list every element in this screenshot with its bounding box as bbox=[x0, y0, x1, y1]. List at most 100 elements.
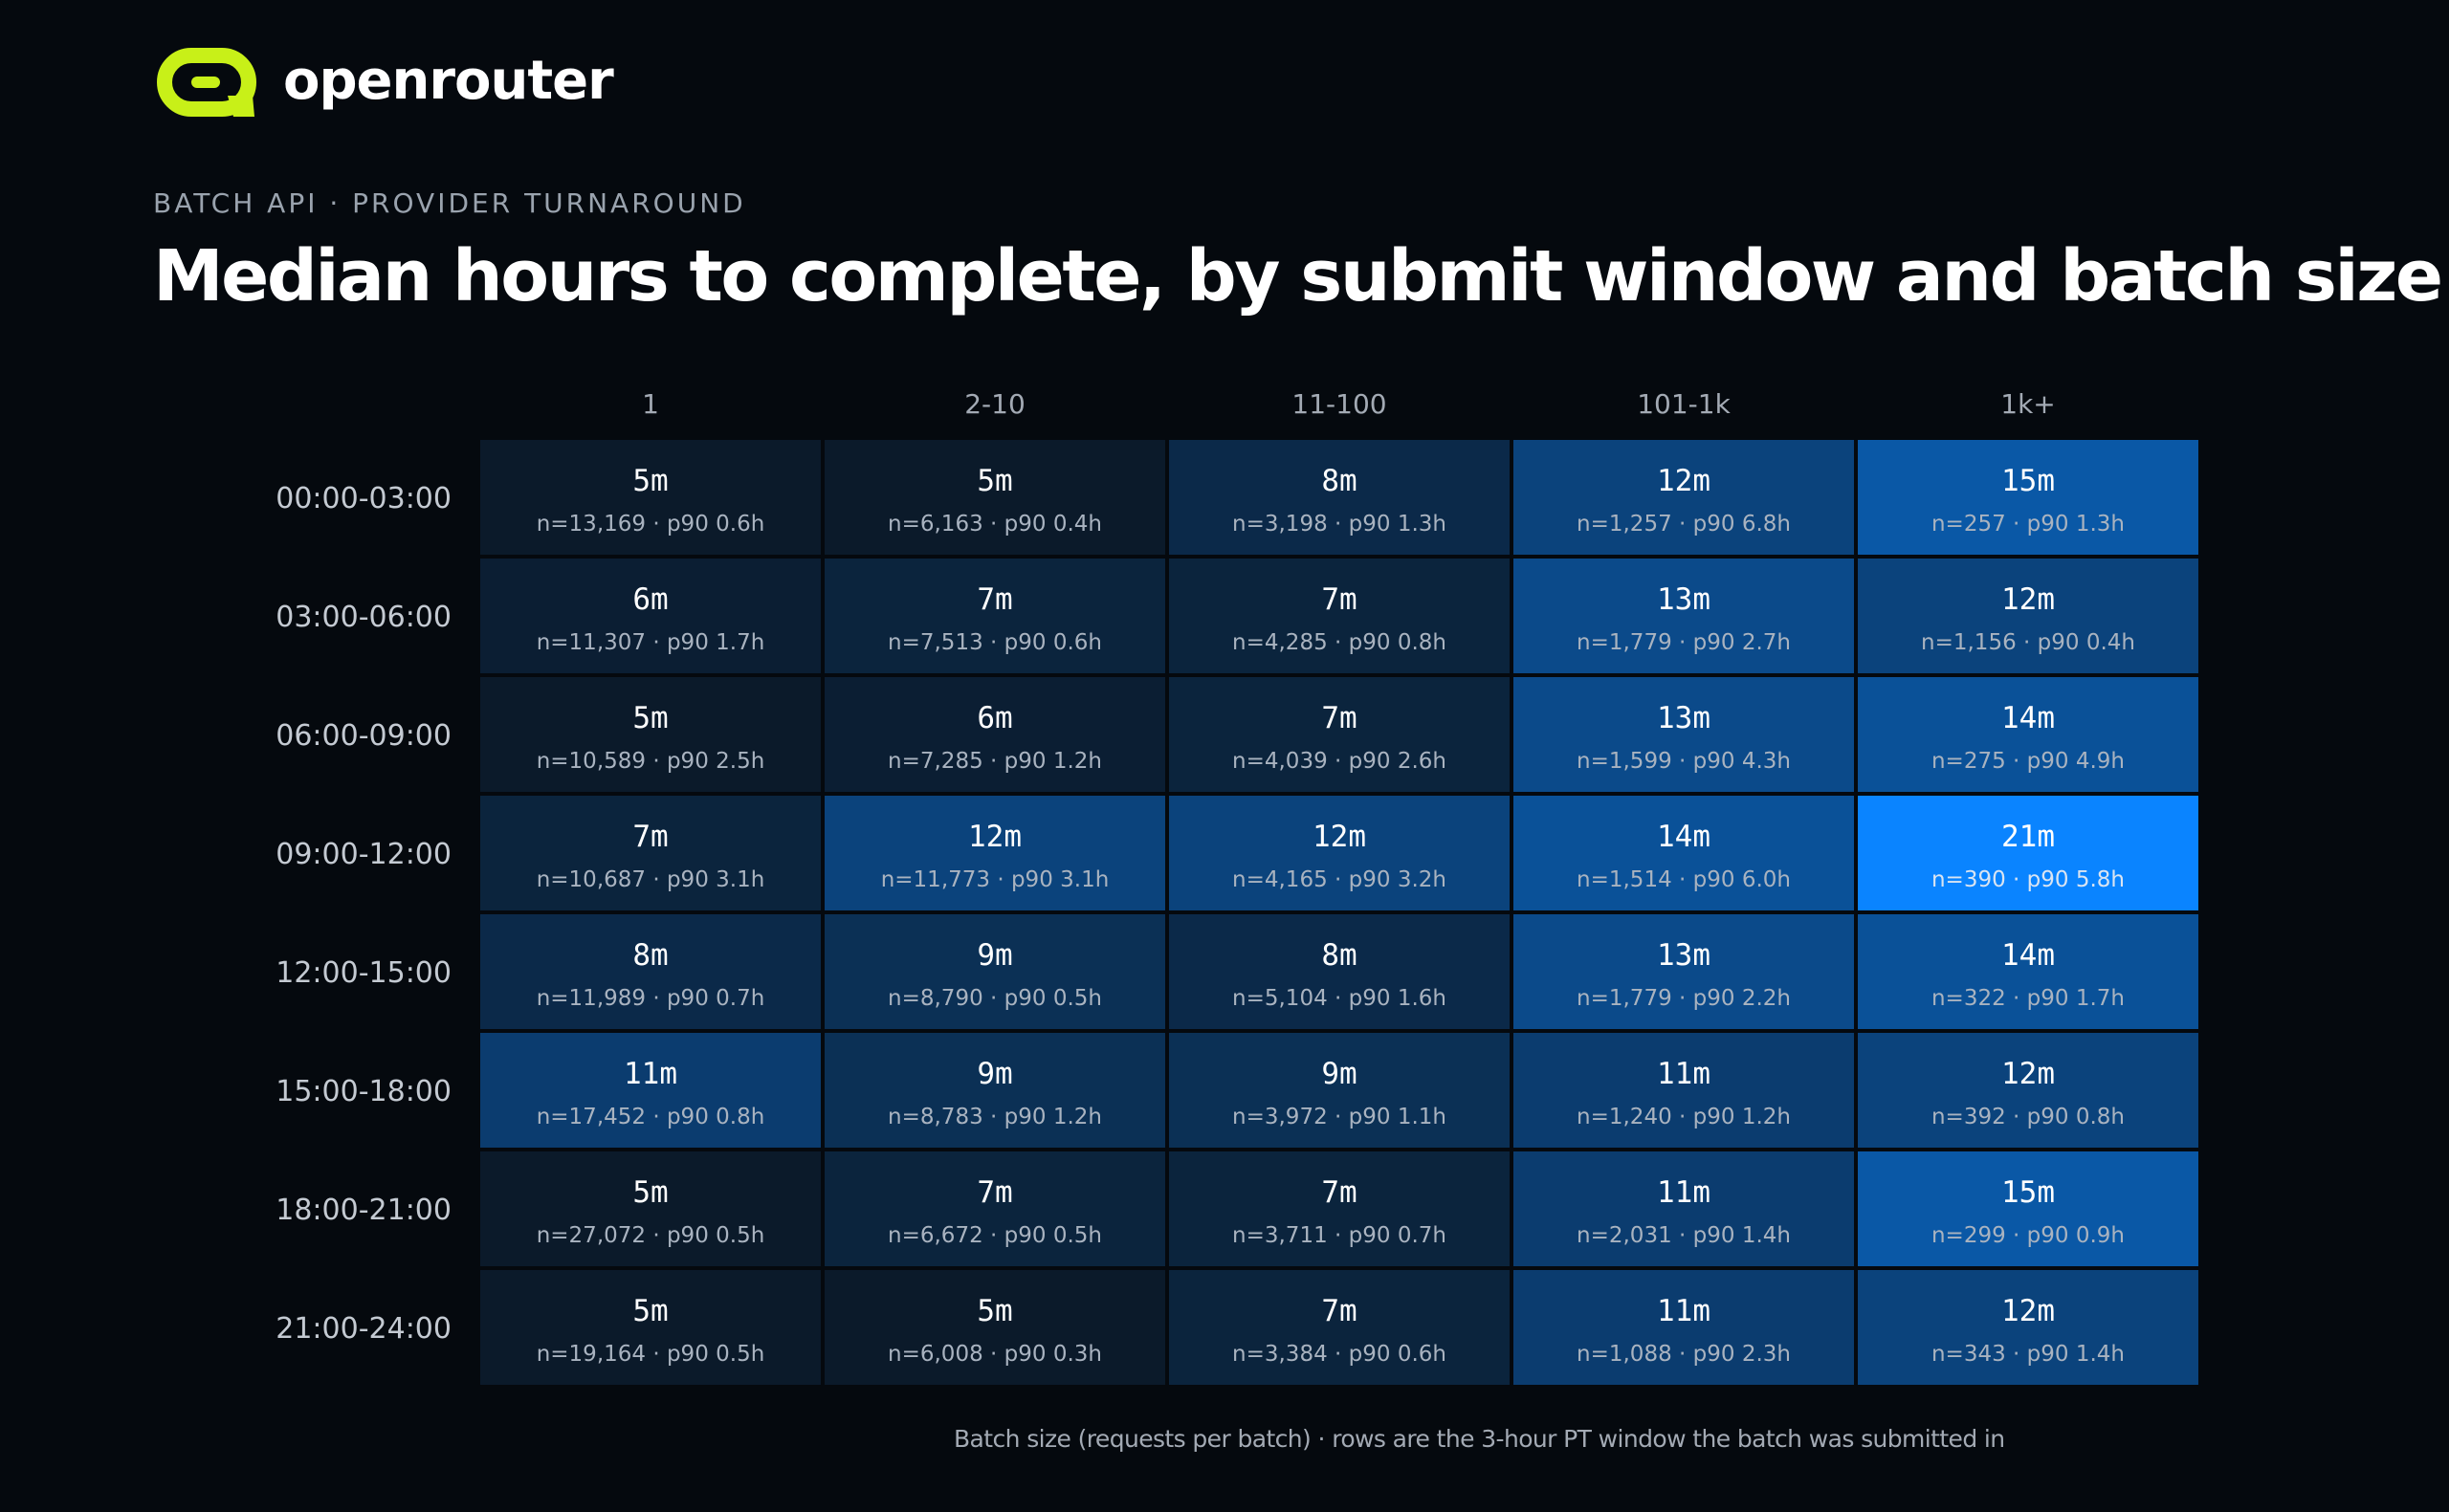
heatmap-cell bbox=[480, 1270, 821, 1385]
heatmap-cell bbox=[1169, 914, 1510, 1029]
cell-value: 5m bbox=[632, 1175, 668, 1210]
cell-stats: n=1,240 · p90 1.2h bbox=[1577, 1105, 1791, 1129]
cell-stats: n=11,307 · p90 1.7h bbox=[537, 630, 765, 655]
heatmap-cell bbox=[825, 1151, 1165, 1266]
column-label: 101-1k bbox=[1637, 388, 1731, 420]
row-label: 06:00-09:00 bbox=[276, 719, 452, 753]
heatmap-cell bbox=[1858, 440, 2198, 555]
heatmap-cell bbox=[1169, 440, 1510, 555]
heatmap-cell bbox=[1513, 914, 1854, 1029]
heatmap-cell bbox=[1858, 559, 2198, 673]
row-label: 15:00-18:00 bbox=[276, 1075, 452, 1108]
cell-value: 13m bbox=[1657, 701, 1710, 735]
cell-value: 12m bbox=[2001, 1294, 2055, 1328]
brand-logo: openrouter bbox=[157, 48, 614, 119]
heatmap-cell bbox=[1513, 677, 1854, 792]
cell-value: 13m bbox=[1657, 582, 1710, 617]
heatmap-cell bbox=[1169, 796, 1510, 910]
cell-stats: n=4,285 · p90 0.8h bbox=[1232, 630, 1446, 655]
cell-value: 15m bbox=[2001, 464, 2055, 498]
heatmap-cell bbox=[480, 559, 821, 673]
heatmap-cell bbox=[1858, 677, 2198, 792]
cell-stats: n=11,773 · p90 3.1h bbox=[881, 867, 1110, 892]
cell-value: 14m bbox=[1657, 820, 1710, 854]
cell-value: 12m bbox=[2001, 1057, 2055, 1091]
heatmap-cell bbox=[1513, 1033, 1854, 1148]
cell-value: 11m bbox=[624, 1057, 677, 1091]
cell-stats: n=11,989 · p90 0.7h bbox=[537, 986, 765, 1011]
cell-stats: n=392 · p90 0.8h bbox=[1931, 1105, 2125, 1129]
heatmap-cell bbox=[480, 440, 821, 555]
chart-title: Median hours to complete, by submit wind… bbox=[153, 235, 2443, 318]
cell-value: 7m bbox=[1321, 1175, 1357, 1210]
eyebrow-label: BATCH API · PROVIDER TURNAROUND bbox=[153, 187, 746, 219]
cell-stats: n=3,711 · p90 0.7h bbox=[1232, 1223, 1446, 1248]
heatmap-cell bbox=[1513, 1270, 1854, 1385]
heatmap-cell bbox=[480, 1033, 821, 1148]
cell-stats: n=3,972 · p90 1.1h bbox=[1232, 1105, 1446, 1129]
cell-value: 14m bbox=[2001, 938, 2055, 973]
heatmap-cell bbox=[1858, 1033, 2198, 1148]
cell-value: 7m bbox=[977, 1175, 1012, 1210]
column-label: 1k+ bbox=[2000, 388, 2056, 420]
cell-stats: n=2,031 · p90 1.4h bbox=[1577, 1223, 1791, 1248]
cell-value: 7m bbox=[632, 820, 668, 854]
heatmap-cell bbox=[825, 914, 1165, 1029]
cell-value: 11m bbox=[1657, 1057, 1710, 1091]
cell-value: 7m bbox=[1321, 582, 1357, 617]
cell-stats: n=19,164 · p90 0.5h bbox=[537, 1342, 765, 1367]
cell-value: 12m bbox=[2001, 582, 2055, 617]
cell-value: 12m bbox=[1657, 464, 1710, 498]
row-label: 03:00-06:00 bbox=[276, 601, 452, 634]
cell-stats: n=4,039 · p90 2.6h bbox=[1232, 749, 1446, 774]
heatmap-cell bbox=[480, 914, 821, 1029]
cell-stats: n=13,169 · p90 0.6h bbox=[537, 512, 765, 537]
cell-value: 21m bbox=[2001, 820, 2055, 854]
heatmap-cell bbox=[1169, 1270, 1510, 1385]
cell-stats: n=1,156 · p90 0.4h bbox=[1921, 630, 2135, 655]
cell-stats: n=1,599 · p90 4.3h bbox=[1577, 749, 1791, 774]
heatmap-cell bbox=[1513, 796, 1854, 910]
cell-stats: n=322 · p90 1.7h bbox=[1931, 986, 2125, 1011]
heatmap-cell bbox=[825, 559, 1165, 673]
cell-value: 6m bbox=[977, 701, 1012, 735]
cell-stats: n=275 · p90 4.9h bbox=[1931, 749, 2125, 774]
heatmap-cell bbox=[1513, 440, 1854, 555]
cell-value: 12m bbox=[1313, 820, 1366, 854]
heatmap-cell bbox=[480, 796, 821, 910]
heatmap-cell bbox=[1858, 1270, 2198, 1385]
heatmap-cell bbox=[825, 796, 1165, 910]
heatmap-cell bbox=[1169, 1151, 1510, 1266]
heatmap-cell bbox=[1169, 1033, 1510, 1148]
cell-value: 7m bbox=[977, 582, 1012, 617]
cell-stats: n=3,384 · p90 0.6h bbox=[1232, 1342, 1446, 1367]
cell-stats: n=257 · p90 1.3h bbox=[1931, 512, 2125, 537]
heatmap-cell bbox=[1858, 914, 2198, 1029]
cell-stats: n=6,163 · p90 0.4h bbox=[888, 512, 1102, 537]
cell-value: 5m bbox=[977, 464, 1012, 498]
cell-value: 9m bbox=[1321, 1057, 1357, 1091]
cell-stats: n=6,008 · p90 0.3h bbox=[888, 1342, 1102, 1367]
cell-value: 5m bbox=[632, 464, 668, 498]
cell-value: 9m bbox=[977, 1057, 1012, 1091]
cell-value: 12m bbox=[968, 820, 1022, 854]
cell-value: 11m bbox=[1657, 1294, 1710, 1328]
cell-value: 13m bbox=[1657, 938, 1710, 973]
cell-stats: n=17,452 · p90 0.8h bbox=[537, 1105, 765, 1129]
cell-stats: n=299 · p90 0.9h bbox=[1931, 1223, 2125, 1248]
cell-value: 5m bbox=[632, 701, 668, 735]
cell-value: 8m bbox=[1321, 464, 1357, 498]
column-label: 11-100 bbox=[1291, 388, 1386, 420]
heatmap-cell bbox=[825, 440, 1165, 555]
row-label: 21:00-24:00 bbox=[276, 1312, 452, 1346]
heatmap-cell bbox=[1513, 559, 1854, 673]
cell-stats: n=7,513 · p90 0.6h bbox=[888, 630, 1102, 655]
heatmap-cell bbox=[825, 1270, 1165, 1385]
cell-value: 7m bbox=[1321, 1294, 1357, 1328]
cell-stats: n=27,072 · p90 0.5h bbox=[537, 1223, 765, 1248]
cell-value: 5m bbox=[977, 1294, 1012, 1328]
cell-value: 7m bbox=[1321, 701, 1357, 735]
heatmap-cell bbox=[1858, 796, 2198, 910]
cell-stats: n=1,779 · p90 2.7h bbox=[1577, 630, 1791, 655]
